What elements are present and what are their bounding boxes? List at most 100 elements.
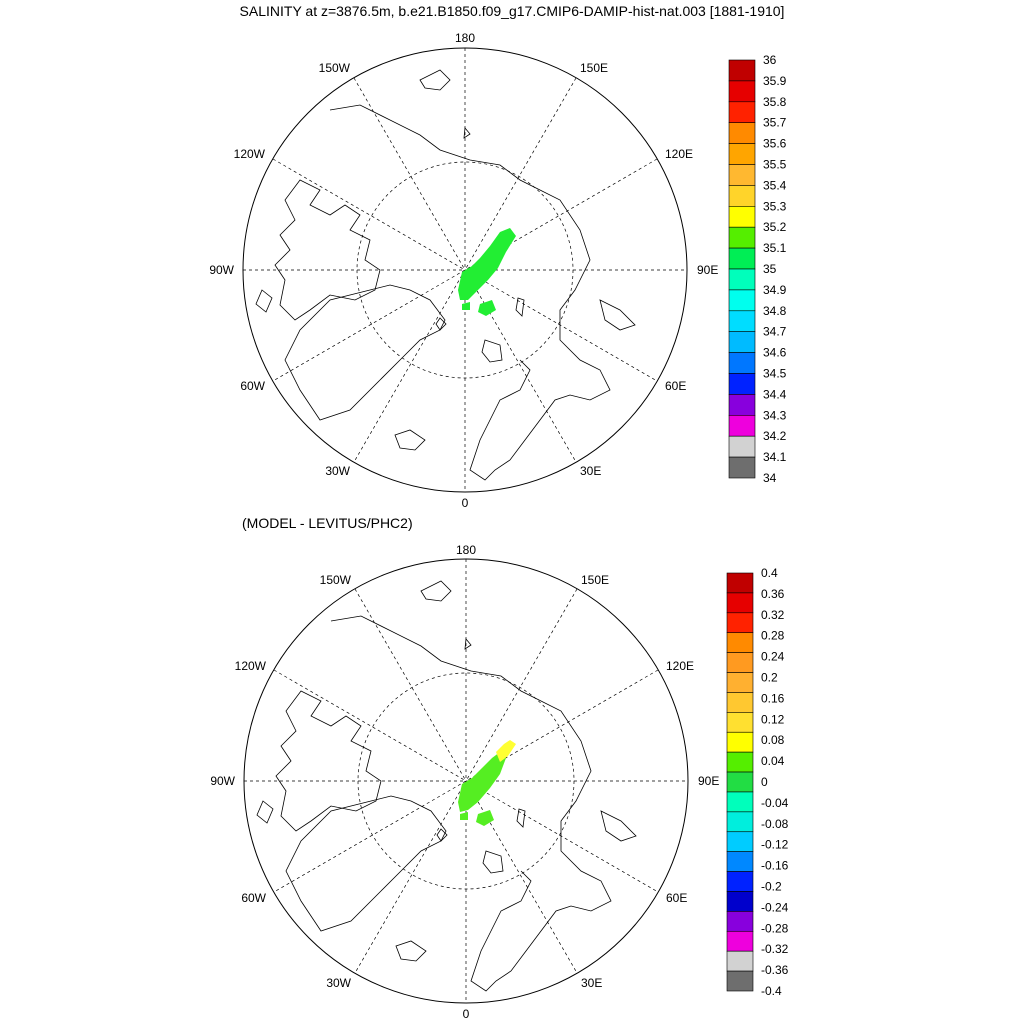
colorbar-label: 0.36 <box>761 587 785 601</box>
lon-label-30e: 30E <box>580 464 601 478</box>
colorbar-label: -0.08 <box>761 817 789 831</box>
colorbar-label: -0.2 <box>761 880 782 894</box>
data-region-small <box>462 302 470 310</box>
coastlines <box>255 69 636 481</box>
lon-label-120w: 120W <box>235 659 267 673</box>
colorbar-label: 35.6 <box>763 137 787 151</box>
colorbar-swatch <box>728 331 756 353</box>
colorbar-swatch <box>726 891 754 912</box>
colorbar-label: 34.6 <box>763 346 787 360</box>
colorbar-label: 34 <box>763 471 777 485</box>
lon-label-30w: 30W <box>326 976 351 990</box>
colorbar-swatch <box>726 692 754 713</box>
polar-map <box>243 558 689 1004</box>
colorbar-label: 0.08 <box>761 733 785 747</box>
lon-label-180: 180 <box>456 543 476 557</box>
longitude-labels: 180 0 90W 90E 150W 150E 120W 120E 60W 60… <box>209 31 718 510</box>
colorbar-swatch <box>728 352 756 374</box>
lon-label-90w: 90W <box>210 774 235 788</box>
bottom-map-panel: 180 0 90W 90E 150W 150E 120W 120E 60W 60… <box>210 543 789 1021</box>
colorbar-swatch <box>728 310 756 332</box>
colorbar-label: 34.2 <box>763 429 787 443</box>
lon-label-60w: 60W <box>241 891 266 905</box>
lon-label-120e: 120E <box>666 659 694 673</box>
lon-label-180: 180 <box>455 31 475 45</box>
colorbar: 36 35.9 35.8 35.7 35.6 35.5 35.4 35.3 35.2 35.1 35… <box>728 53 787 485</box>
lon-label-30e: 30E <box>581 976 602 990</box>
colorbar-swatch <box>726 970 754 992</box>
difference-field <box>458 740 516 826</box>
colorbar-swatch <box>728 289 756 312</box>
colorbar-swatch <box>728 268 756 291</box>
colorbar-label: 34.7 <box>763 325 787 339</box>
colorbar-swatch <box>726 712 754 733</box>
colorbar-label: 0.04 <box>761 754 785 768</box>
data-region-small <box>460 812 468 820</box>
colorbar-swatch <box>728 206 756 228</box>
lon-label-150w: 150W <box>319 61 351 75</box>
colorbar-swatch <box>728 247 756 270</box>
colorbar-label: -0.04 <box>761 796 789 810</box>
colorbar-label: 35.9 <box>763 74 787 88</box>
colorbar-label: 36 <box>763 53 777 67</box>
colorbar-label: -0.4 <box>761 984 782 998</box>
data-region-main <box>458 752 506 812</box>
colorbar-swatch <box>728 122 756 144</box>
colorbar-label: 35.2 <box>763 220 787 234</box>
colorbar-label: 34.9 <box>763 283 787 297</box>
colorbar-swatch <box>728 143 756 165</box>
longitude-labels: 180 0 90W 90E 150W 150E 120W 120E 60W 60… <box>210 543 719 1021</box>
colorbar-swatch <box>726 871 754 892</box>
colorbar-swatch <box>726 731 754 753</box>
colorbar-label: 34.5 <box>763 367 787 381</box>
colorbar-swatch <box>728 414 756 437</box>
colorbar-label: -0.16 <box>761 859 789 873</box>
lon-label-120w: 120W <box>234 147 266 161</box>
colorbar-swatch <box>726 851 754 872</box>
salinity-field <box>458 228 516 316</box>
data-region-small <box>478 300 496 316</box>
figure-title: SALINITY at z=3876.5m, b.e21.B1850.f09_g… <box>239 3 785 19</box>
colorbar-swatch <box>726 771 754 793</box>
data-region-main <box>458 228 516 300</box>
polar-map <box>242 47 688 493</box>
colorbar-label: 0 <box>761 775 768 789</box>
coastlines <box>256 580 637 992</box>
data-region-positive <box>496 740 516 762</box>
colorbar-swatch <box>726 572 754 594</box>
colorbar-swatch <box>726 612 754 634</box>
colorbar-label: 34.3 <box>763 408 787 422</box>
colorbar-swatch <box>726 632 754 653</box>
colorbar-swatch <box>726 831 754 852</box>
colorbar-swatch <box>728 185 756 207</box>
colorbar-swatch <box>728 373 756 395</box>
colorbar-label: 0.24 <box>761 650 785 664</box>
colorbar-label: 35.5 <box>763 158 787 172</box>
colorbar-label: 34.1 <box>763 450 787 464</box>
lon-label-120e: 120E <box>665 147 693 161</box>
lon-label-60e: 60E <box>665 379 686 393</box>
colorbar-label: 0.32 <box>761 608 785 622</box>
colorbar-label: 34.8 <box>763 304 787 318</box>
lon-label-90e: 90E <box>698 774 719 788</box>
lon-label-60e: 60E <box>666 891 687 905</box>
lon-label-60w: 60W <box>240 379 265 393</box>
top-map-panel: 180 0 90W 90E 150W 150E 120W 120E 60W 60… <box>209 31 787 510</box>
colorbar-swatch <box>728 435 756 458</box>
colorbar-swatch <box>728 101 756 124</box>
colorbar-label: 35 <box>763 262 777 276</box>
lon-label-0: 0 <box>462 496 469 510</box>
colorbar-label: 35.3 <box>763 199 787 213</box>
colorbar-label: 35.4 <box>763 178 787 192</box>
colorbar-swatch <box>728 164 756 186</box>
lon-label-150e: 150E <box>580 61 608 75</box>
difference-subtitle: (MODEL - LEVITUS/PHC2) <box>242 515 413 531</box>
lon-label-0: 0 <box>463 1007 470 1021</box>
lon-label-30w: 30W <box>325 464 350 478</box>
graticule <box>243 48 687 492</box>
lon-label-90e: 90E <box>697 263 718 277</box>
colorbar-swatch <box>728 59 756 82</box>
colorbar-label: -0.32 <box>761 942 789 956</box>
colorbar-label: 35.1 <box>763 241 787 255</box>
colorbar-swatch <box>728 226 756 249</box>
